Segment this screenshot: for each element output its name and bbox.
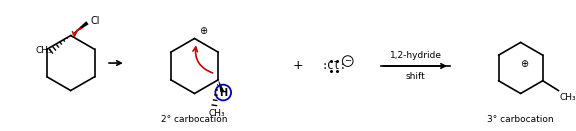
Text: 3° carbocation: 3° carbocation — [487, 114, 554, 124]
Text: −: − — [344, 57, 351, 66]
Text: +: + — [293, 59, 303, 72]
Polygon shape — [218, 80, 224, 92]
Text: 2° carbocation: 2° carbocation — [161, 114, 228, 124]
Text: :Cl:: :Cl: — [321, 61, 347, 71]
Polygon shape — [71, 21, 89, 36]
Text: shift: shift — [406, 72, 426, 81]
Text: CH₃: CH₃ — [35, 46, 52, 55]
Text: ⊕: ⊕ — [521, 59, 529, 69]
Text: Cl: Cl — [90, 16, 100, 26]
Text: 1,2-hydride: 1,2-hydride — [389, 51, 442, 60]
Text: CH₃: CH₃ — [208, 109, 225, 118]
Text: H: H — [219, 88, 228, 97]
Text: CH₃: CH₃ — [559, 94, 576, 102]
Text: ⊕: ⊕ — [199, 26, 207, 36]
